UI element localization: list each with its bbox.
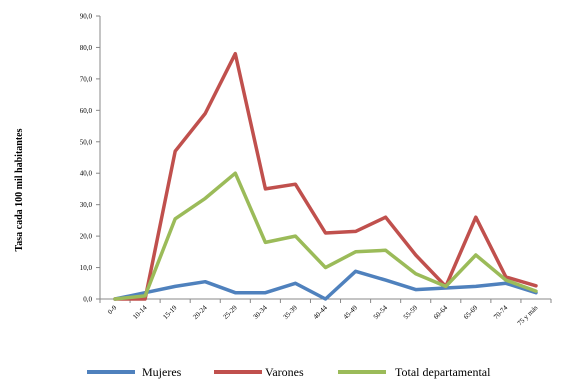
y-tick-label: 90,0 [80,13,93,21]
y-ticks: 0,0 10,0 20,0 30,0 40,0 50,0 60,0 70,0 80,0 90,0 [80,13,100,304]
x-tick-label: 55-59 [402,303,420,321]
y-tick-label: 30,0 [80,201,93,209]
x-tick-label: 40-44 [312,303,330,321]
x-tick-label: 65-69 [462,303,480,321]
x-tick-label: 45-49 [342,303,360,321]
series-lines [113,51,538,301]
y-tick-label: 60,0 [80,107,93,115]
y-tick-label: 20,0 [80,233,93,241]
y-tick-label: 50,0 [80,138,93,146]
y-tick-label: 70,0 [80,75,93,83]
x-tick-label: 60-64 [432,303,450,321]
y-tick-label: 0,0 [83,296,92,304]
x-tick-label: 15-19 [161,303,179,321]
y-axis-label: Tasa cada 100 mil habitantes [14,128,25,251]
x-tick-label: 70-74 [492,303,510,321]
x-tick-label: 20-24 [191,303,209,321]
series-line-mujeres [113,269,538,301]
x-tick-label: 10-14 [131,303,149,321]
x-tick-label: 50-54 [372,303,390,321]
legend: Mujeres Varones Total departamental [87,365,491,379]
x-ticks: 0-9 10-14 15-19 20-24 25-29 30-34 35-39 40-44 45… [99,299,552,328]
x-tick-label: 75 y más [516,304,540,328]
y-tick-label: 40,0 [80,170,93,178]
legend-label: Mujeres [142,365,182,379]
y-tick-label: 80,0 [80,44,93,52]
y-tick-label: 10,0 [80,264,93,272]
legend-label: Varones [265,365,304,379]
x-tick-label: 30-34 [252,303,270,321]
series-line-total-departamental [113,171,538,301]
series-line-varones [113,51,538,301]
x-tick-label: 35-39 [282,303,300,321]
x-tick-label: 25-29 [222,303,240,321]
legend-label: Total departamental [395,365,491,379]
x-tick-label: 0-9 [106,303,119,316]
